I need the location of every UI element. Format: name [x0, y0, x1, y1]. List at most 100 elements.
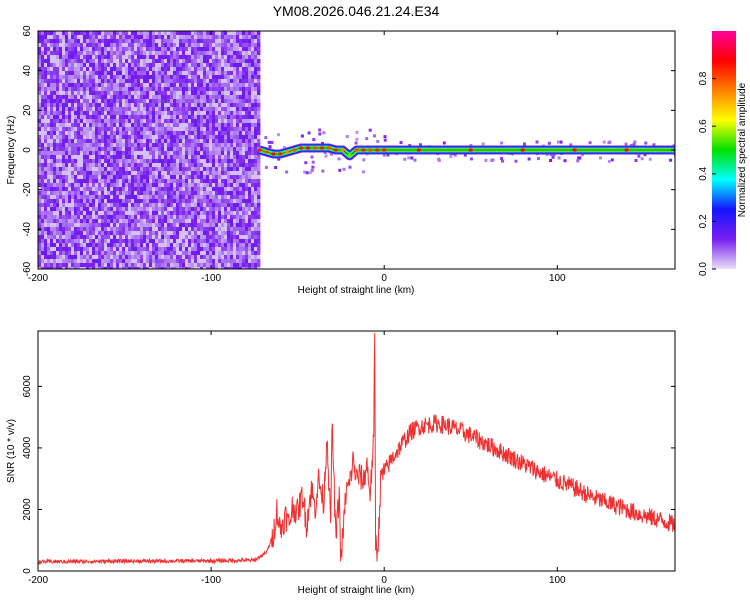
- heatmap-cell: [47, 267, 51, 269]
- heatmap-cell: [53, 103, 57, 108]
- x-tick-label: 100: [549, 273, 566, 284]
- heatmap-cell: [128, 87, 132, 92]
- heatmap-cell: [125, 163, 129, 168]
- heatmap-cell: [44, 107, 48, 112]
- heatmap-cell: [116, 131, 120, 136]
- heatmap-cell: [59, 99, 63, 104]
- heatmap-cell: [71, 59, 75, 64]
- heatmap-cell: [322, 131, 326, 135]
- heatmap-cell: [182, 195, 186, 200]
- heatmap-cell: [134, 211, 138, 216]
- heatmap-cell: [218, 215, 222, 220]
- heatmap-cell: [110, 175, 114, 180]
- heatmap-cell: [77, 63, 81, 68]
- heatmap-cell: [140, 127, 144, 132]
- heatmap-cell: [134, 231, 138, 236]
- heatmap-cell: [185, 159, 189, 164]
- heatmap-cell: [125, 147, 129, 152]
- heatmap-cell: [59, 187, 63, 192]
- heatmap-cell: [56, 207, 60, 212]
- heatmap-cell: [119, 107, 123, 112]
- heatmap-cell: [233, 239, 237, 244]
- heatmap-cell: [65, 55, 69, 60]
- heatmap-cell: [41, 131, 45, 136]
- heatmap-cell: [179, 163, 183, 168]
- heatmap-cell: [41, 207, 45, 212]
- heatmap-cell: [122, 255, 126, 260]
- heatmap-cell: [164, 251, 168, 256]
- heatmap-cell: [257, 87, 261, 92]
- heatmap-cell: [80, 127, 84, 132]
- heatmap-cell: [113, 203, 117, 208]
- heatmap-cell: [242, 79, 246, 84]
- heatmap-cell: [50, 67, 54, 72]
- heatmap-cell: [182, 167, 186, 172]
- heatmap-cell: [200, 147, 204, 152]
- heatmap-cell: [128, 203, 132, 208]
- heatmap-cell: [68, 259, 72, 264]
- heatmap-cell: [170, 111, 174, 116]
- heatmap-cell: [191, 207, 195, 212]
- heatmap-cell: [71, 159, 75, 164]
- heatmap-cell: [182, 215, 186, 220]
- heatmap-cell: [218, 187, 222, 192]
- heatmap-cell: [89, 251, 93, 256]
- heatmap-cell: [59, 239, 63, 244]
- heatmap-cell: [197, 215, 201, 220]
- heatmap-cell: [197, 195, 201, 200]
- heatmap-cell: [254, 167, 258, 172]
- heatmap-cell: [224, 159, 228, 164]
- heatmap-cell: [152, 95, 156, 100]
- heatmap-cell: [137, 103, 141, 108]
- heatmap-cell: [176, 243, 180, 248]
- heatmap-cell: [185, 215, 189, 220]
- heatmap-cell: [158, 83, 162, 88]
- signal-trace-point: [624, 148, 629, 152]
- heatmap-cell: [254, 83, 258, 88]
- heatmap-cell: [251, 67, 255, 72]
- heatmap-cell: [218, 59, 222, 64]
- heatmap-cell: [218, 139, 222, 144]
- heatmap-cell: [143, 267, 147, 269]
- heatmap-cell: [101, 139, 105, 144]
- heatmap-cell: [191, 211, 195, 216]
- heatmap-cell: [239, 223, 243, 228]
- heatmap-cell: [119, 151, 123, 156]
- heatmap-cell: [200, 151, 204, 156]
- heatmap-cell: [200, 75, 204, 80]
- heatmap-cell: [215, 131, 219, 136]
- heatmap-cell: [242, 187, 246, 192]
- heatmap-cell: [125, 255, 129, 260]
- heatmap-cell: [86, 31, 90, 36]
- heatmap-cell: [257, 163, 261, 168]
- heatmap-cell: [89, 219, 93, 224]
- heatmap-cell: [203, 51, 207, 56]
- heatmap-cell: [197, 199, 201, 204]
- heatmap-cell: [53, 143, 57, 148]
- heatmap-cell: [221, 187, 225, 192]
- heatmap-cell: [164, 123, 168, 128]
- heatmap-cell: [242, 263, 246, 268]
- heatmap-cell: [152, 135, 156, 140]
- heatmap-cell: [200, 111, 204, 116]
- heatmap-cell: [215, 227, 219, 232]
- heatmap-cell: [104, 91, 108, 96]
- heatmap-cell: [59, 227, 63, 232]
- heatmap-cell: [248, 31, 252, 36]
- heatmap-cell: [68, 131, 72, 136]
- heatmap-cell: [41, 155, 45, 160]
- heatmap-cell: [80, 119, 84, 124]
- heatmap-cell: [158, 215, 162, 220]
- heatmap-cell: [65, 111, 69, 116]
- heatmap-cell: [149, 171, 153, 176]
- heatmap-cell: [257, 247, 261, 252]
- heatmap-cell: [218, 107, 222, 112]
- heatmap-cell: [251, 255, 255, 260]
- heatmap-cell: [149, 203, 153, 208]
- heatmap-cell: [176, 99, 180, 104]
- heatmap-cell: [206, 31, 210, 36]
- heatmap-cell: [65, 183, 69, 188]
- heatmap-cell: [56, 227, 60, 232]
- heatmap-cell: [41, 227, 45, 232]
- heatmap-cell: [257, 63, 261, 68]
